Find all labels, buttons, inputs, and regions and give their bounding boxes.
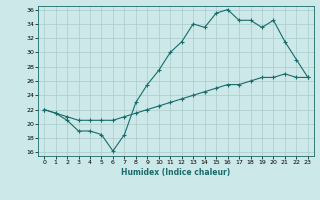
X-axis label: Humidex (Indice chaleur): Humidex (Indice chaleur) xyxy=(121,168,231,177)
